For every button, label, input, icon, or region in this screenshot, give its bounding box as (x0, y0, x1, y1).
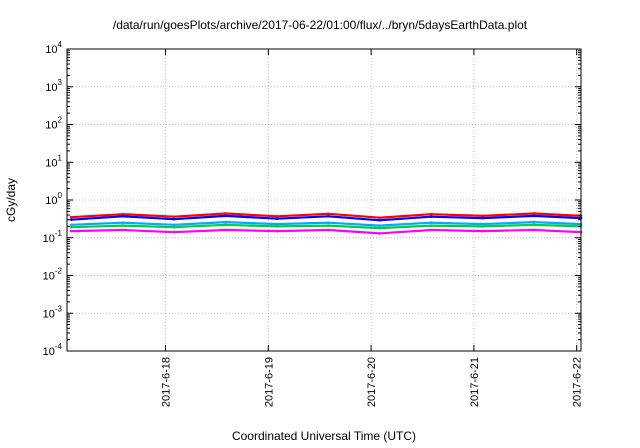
data-point (275, 229, 279, 233)
data-point (378, 216, 381, 219)
data-point (121, 224, 124, 227)
data-point (69, 229, 73, 233)
data-point (275, 225, 279, 228)
y-tick-label: 10-4 (43, 342, 63, 358)
data-point (326, 215, 330, 218)
data-point (326, 224, 330, 227)
data-point (532, 214, 536, 218)
y-tick-label: 10-3 (43, 304, 63, 320)
x-tick-label: 2017-6-19 (263, 357, 275, 407)
y-tick-label: 10-2 (43, 267, 63, 283)
data-point (481, 225, 484, 228)
data-point (69, 218, 73, 222)
data-point (121, 215, 124, 218)
data-point (172, 230, 176, 234)
x-axis: 2017-6-18 2017-6-19 2017-6-20 2017-6-21 2017… (161, 49, 584, 407)
data-point (378, 232, 381, 235)
series-layer (69, 212, 583, 235)
data-point (224, 228, 227, 232)
data-point (172, 215, 176, 219)
series-line (71, 214, 582, 222)
data-point (532, 220, 536, 224)
plot-frame (66, 48, 582, 352)
data-point (481, 216, 484, 220)
data-point (224, 220, 227, 224)
data-point (69, 225, 73, 229)
chart-title: /data/run/goesPlots/archive/2017-06-22/0… (112, 18, 528, 32)
data-point (224, 223, 227, 227)
y-tick-label: 101 (45, 153, 62, 169)
data-point (326, 221, 330, 225)
grid (67, 49, 581, 351)
data-point (69, 223, 73, 227)
data-point (326, 212, 330, 216)
data-point (172, 217, 176, 221)
data-point (275, 222, 279, 226)
y-tick-label: 102 (45, 116, 62, 132)
data-point (378, 224, 381, 227)
data-point (275, 217, 279, 220)
y-axis-label: cGy/day (4, 178, 18, 222)
data-point (532, 223, 536, 227)
data-point (532, 228, 536, 232)
data-point (121, 221, 124, 225)
x-tick-label: 2017-6-20 (366, 357, 378, 407)
y-axis: 10-4 10-3 10-2 10-1 100 101 102 103 104 (43, 40, 581, 358)
data-point (481, 229, 484, 233)
y-tick-label: 10-1 (43, 229, 63, 245)
data-point (429, 215, 433, 219)
x-axis-label: Coordinated Universal Time (UTC) (232, 429, 416, 443)
x-tick-label: 2017-6-21 (469, 357, 481, 407)
data-point (69, 215, 73, 219)
data-point (275, 215, 279, 218)
data-point (429, 221, 433, 225)
data-point (172, 225, 176, 229)
data-point (481, 222, 484, 226)
x-tick-label: 2017-6-22 (572, 357, 584, 407)
series-line (71, 228, 582, 235)
data-point (378, 226, 381, 230)
y-tick-label: 104 (45, 40, 62, 56)
data-point (429, 228, 433, 232)
data-point (172, 223, 176, 227)
data-point (481, 214, 484, 218)
y-tick-label: 100 (45, 191, 62, 207)
x-tick-label: 2017-6-18 (161, 357, 173, 407)
y-tick-label: 103 (45, 78, 62, 94)
data-point (429, 212, 433, 216)
data-point (378, 218, 381, 222)
data-point (121, 228, 124, 232)
data-point (532, 212, 536, 215)
data-point (121, 212, 124, 216)
data-point (429, 224, 433, 227)
data-point (326, 228, 330, 232)
data-point (224, 212, 227, 215)
data-point (224, 214, 227, 218)
series-line (71, 223, 582, 230)
